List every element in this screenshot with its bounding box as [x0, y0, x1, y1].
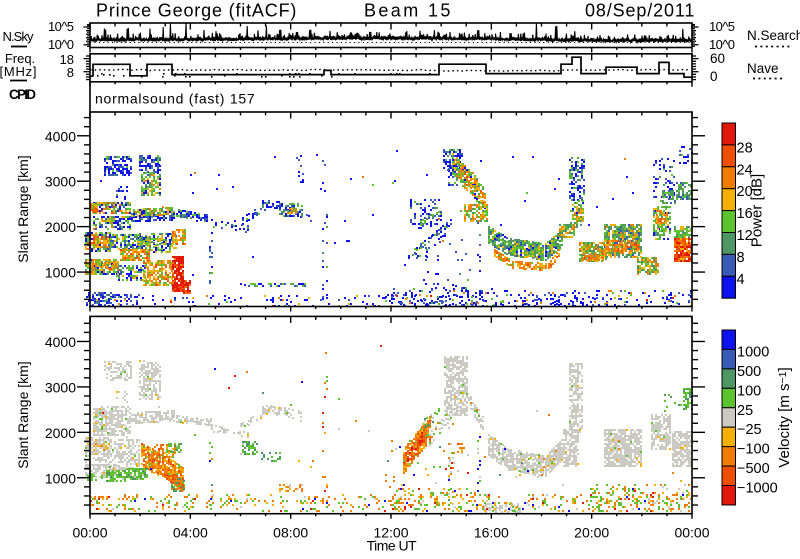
svg-text:−100: −100	[737, 442, 770, 458]
svg-text:00:00: 00:00	[73, 525, 108, 541]
svg-text:3000: 3000	[45, 379, 76, 395]
svg-text:1000: 1000	[45, 265, 76, 281]
svg-text:8: 8	[67, 65, 74, 80]
svg-text:[MHz]: [MHz]	[0, 64, 37, 79]
svg-text:08:00: 08:00	[273, 525, 308, 541]
svg-text:4000: 4000	[45, 334, 76, 350]
svg-text:16: 16	[737, 206, 753, 222]
svg-text:2000: 2000	[45, 425, 76, 441]
svg-text:Freq.: Freq.	[5, 51, 35, 66]
svg-text:16:00: 16:00	[474, 525, 509, 541]
svg-text:10^5: 10^5	[709, 19, 735, 34]
svg-text:100: 100	[737, 383, 761, 399]
svg-text:60: 60	[710, 51, 725, 66]
svg-text:−500: −500	[737, 461, 770, 477]
svg-text:12: 12	[737, 228, 753, 244]
svg-text:04:00: 04:00	[173, 525, 208, 541]
svg-text:25: 25	[737, 403, 753, 419]
svg-text:0: 0	[710, 69, 718, 84]
svg-text:2000: 2000	[45, 219, 76, 235]
svg-text:Nave: Nave	[747, 61, 779, 76]
svg-text:4000: 4000	[45, 128, 76, 144]
svg-text:12:00: 12:00	[374, 525, 409, 541]
svg-text:10^5: 10^5	[48, 19, 74, 34]
svg-text:20:00: 20:00	[574, 525, 609, 541]
svg-text:N.Search: N.Search	[747, 28, 800, 43]
svg-text:10^0: 10^0	[709, 37, 735, 52]
svg-text:−25: −25	[737, 422, 762, 438]
svg-text:1000: 1000	[737, 344, 769, 360]
svg-text:Prince George (fitACF): Prince George (fitACF)	[96, 1, 297, 21]
svg-text:20: 20	[737, 184, 753, 200]
svg-text:00:00: 00:00	[675, 525, 710, 541]
svg-text:Velocity [m s−1]: Velocity [m s−1]	[776, 367, 793, 467]
svg-text:18: 18	[60, 52, 74, 67]
svg-text:3000: 3000	[45, 174, 76, 190]
svg-text:4: 4	[737, 272, 745, 288]
svg-text:Slant Range [km]: Slant Range [km]	[15, 155, 31, 262]
svg-text:Power [dB]: Power [dB]	[749, 174, 766, 247]
svg-text:Beam 15: Beam 15	[364, 1, 451, 21]
svg-text:24: 24	[737, 162, 753, 178]
svg-text:10^0: 10^0	[48, 37, 74, 52]
svg-text:Time UT: Time UT	[367, 537, 417, 553]
svg-text:500: 500	[737, 364, 761, 380]
svg-text:Slant Range [km]: Slant Range [km]	[15, 361, 31, 468]
svg-text:28: 28	[737, 140, 753, 156]
svg-text:N.Sky: N.Sky	[3, 29, 35, 44]
svg-text:CPID: CPID	[9, 87, 36, 102]
svg-text:−1000: −1000	[737, 481, 778, 497]
svg-text:08/Sep/2011: 08/Sep/2011	[585, 1, 695, 21]
svg-text:1000: 1000	[45, 470, 76, 486]
svg-text:8: 8	[737, 250, 745, 266]
svg-text:normalsound (fast) 157: normalsound (fast) 157	[95, 91, 255, 107]
